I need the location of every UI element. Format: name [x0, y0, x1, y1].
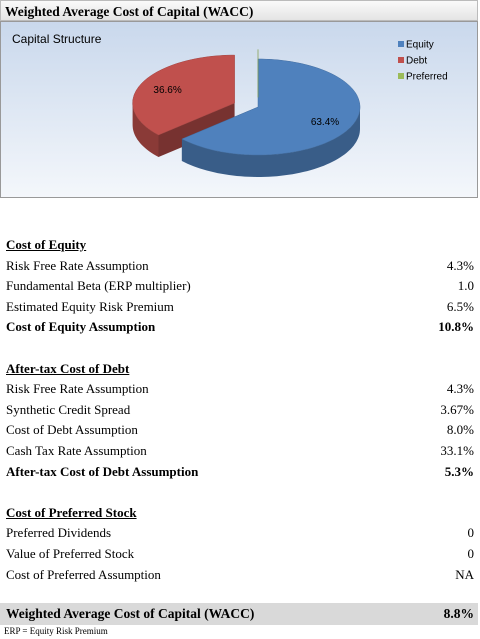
legend-swatch: [398, 57, 404, 63]
header-title: Weighted Average Cost of Capital (WACC): [0, 0, 478, 21]
row-value: 0: [467, 525, 475, 541]
pie-slice: [132, 54, 235, 136]
section-title-text: Cost of Equity: [6, 237, 87, 252]
section-title: Cost of Preferred Stock: [0, 503, 478, 523]
legend-label: Preferred: [406, 72, 448, 83]
row-label: Synthetic Credit Spread: [6, 401, 131, 417]
table-row: Cash Tax Rate Assumption 33.1%: [0, 441, 478, 461]
total-value: 5.3%: [444, 463, 474, 479]
chart-title: Capital Structure: [12, 32, 102, 46]
footer-value: 8.8%: [443, 606, 474, 621]
pie-label: 63.4%: [311, 117, 339, 128]
row-label: Risk Free Rate Assumption: [6, 257, 149, 273]
row-value: 1.0: [457, 278, 474, 294]
pie-slice: [181, 58, 361, 156]
row-label: Fundamental Beta (ERP multiplier): [6, 278, 191, 294]
table-row: Cost of Preferred Assumption NA: [0, 565, 478, 585]
row-value: 0: [467, 546, 475, 561]
row-value: 6.5%: [446, 298, 474, 314]
legend-label: Equity: [406, 40, 434, 51]
row-label: Estimated Equity Risk Premium: [6, 298, 174, 314]
total-row: After-tax Cost of Debt Assumption 5.3%: [0, 462, 478, 482]
table-row: Fundamental Beta (ERP multiplier) 1.0: [0, 276, 478, 296]
section-title: Cost of Equity: [0, 235, 478, 255]
section-title: After-tax Cost of Debt: [0, 359, 478, 379]
row-value: 33.1%: [440, 443, 474, 458]
row-label: Preferred Dividends: [6, 525, 112, 541]
row-value: 4.3%: [446, 257, 474, 273]
row-label: Cash Tax Rate Assumption: [6, 443, 147, 458]
total-value: 10.8%: [438, 319, 474, 335]
pie-side: [132, 103, 159, 157]
row-value: NA: [455, 566, 474, 582]
total-label: After-tax Cost of Debt Assumption: [6, 463, 199, 479]
total-label: Cost of Equity Assumption: [6, 319, 156, 335]
table-row: Value of Preferred Stock 0: [0, 544, 478, 564]
row-label: Cost of Preferred Assumption: [6, 566, 161, 582]
legend-swatch: [398, 73, 404, 79]
pie-wall: [158, 103, 235, 157]
table-row: Estimated Equity Risk Premium 6.5%: [0, 297, 478, 317]
row-value: 4.3%: [446, 381, 474, 397]
row-value: 3.67%: [440, 401, 474, 417]
legend-label: Debt: [406, 56, 427, 67]
row-label: Value of Preferred Stock: [6, 546, 135, 561]
legend-swatch: [398, 41, 404, 47]
section-title-text: After-tax Cost of Debt: [6, 360, 130, 376]
footnote: ERP = Equity Risk Premium: [4, 626, 108, 636]
table-row: Cost of Debt Assumption 8.0%: [0, 420, 478, 440]
row-value: 8.0%: [446, 422, 474, 438]
footer: Weighted Average Cost of Capital (WACC) …: [0, 603, 478, 625]
row-label: Risk Free Rate Assumption: [6, 381, 149, 397]
table-row: Risk Free Rate Assumption 4.3%: [0, 379, 478, 399]
pie-label: 36.6%: [153, 85, 181, 96]
chart: Capital Structure 63.4% 36.6% Equity Debt Pr…: [0, 21, 478, 198]
total-row: Cost of Equity Assumption 10.8%: [0, 317, 478, 337]
table-row: Synthetic Credit Spread 3.67%: [0, 400, 478, 420]
section-title-text: Cost of Preferred Stock: [6, 504, 137, 520]
table-row: Preferred Dividends 0: [0, 523, 478, 543]
pie-side: [181, 107, 360, 177]
footer-label: Weighted Average Cost of Capital (WACC): [6, 606, 255, 621]
row-label: Cost of Debt Assumption: [6, 422, 138, 438]
table-row: Risk Free Rate Assumption 4.3%: [0, 256, 478, 276]
